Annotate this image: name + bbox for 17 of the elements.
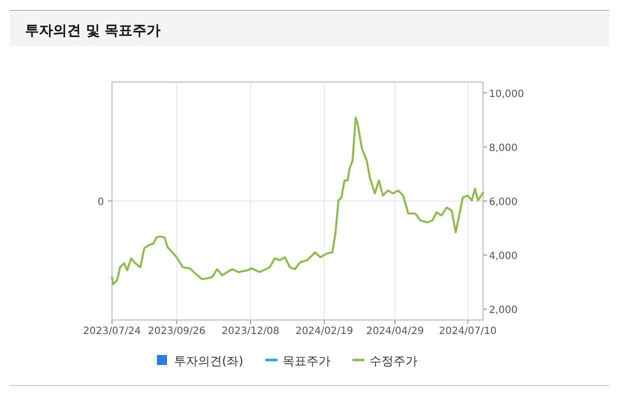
chart-title: 투자의견 및 목표주가 [25,23,161,39]
line-series [111,116,484,286]
legend-label: 수정주가 [369,354,418,368]
y2-tick-label: 4,000 [489,251,518,262]
legend-label: 투자의견(좌) [174,354,244,368]
y2-tick-label: 6,000 [489,197,518,208]
x-tick-label: 2023/07/24 [83,326,141,337]
x-tick-label: 2023/09/26 [148,326,206,337]
x-tick-label: 2024/02/19 [295,326,354,337]
y2-tick-label: 10,000 [489,88,524,100]
text: 0 [98,197,104,208]
x-tick-label: 2024/04/29 [366,326,424,337]
x-tick-label: 2024/07/10 [439,326,497,337]
legend-label: 목표주가 [282,354,330,368]
y2-tick-label: 8,000 [489,142,518,154]
x-tick-label: 2023/12/08 [222,326,280,337]
y2-tick-label: 2,000 [489,305,518,316]
